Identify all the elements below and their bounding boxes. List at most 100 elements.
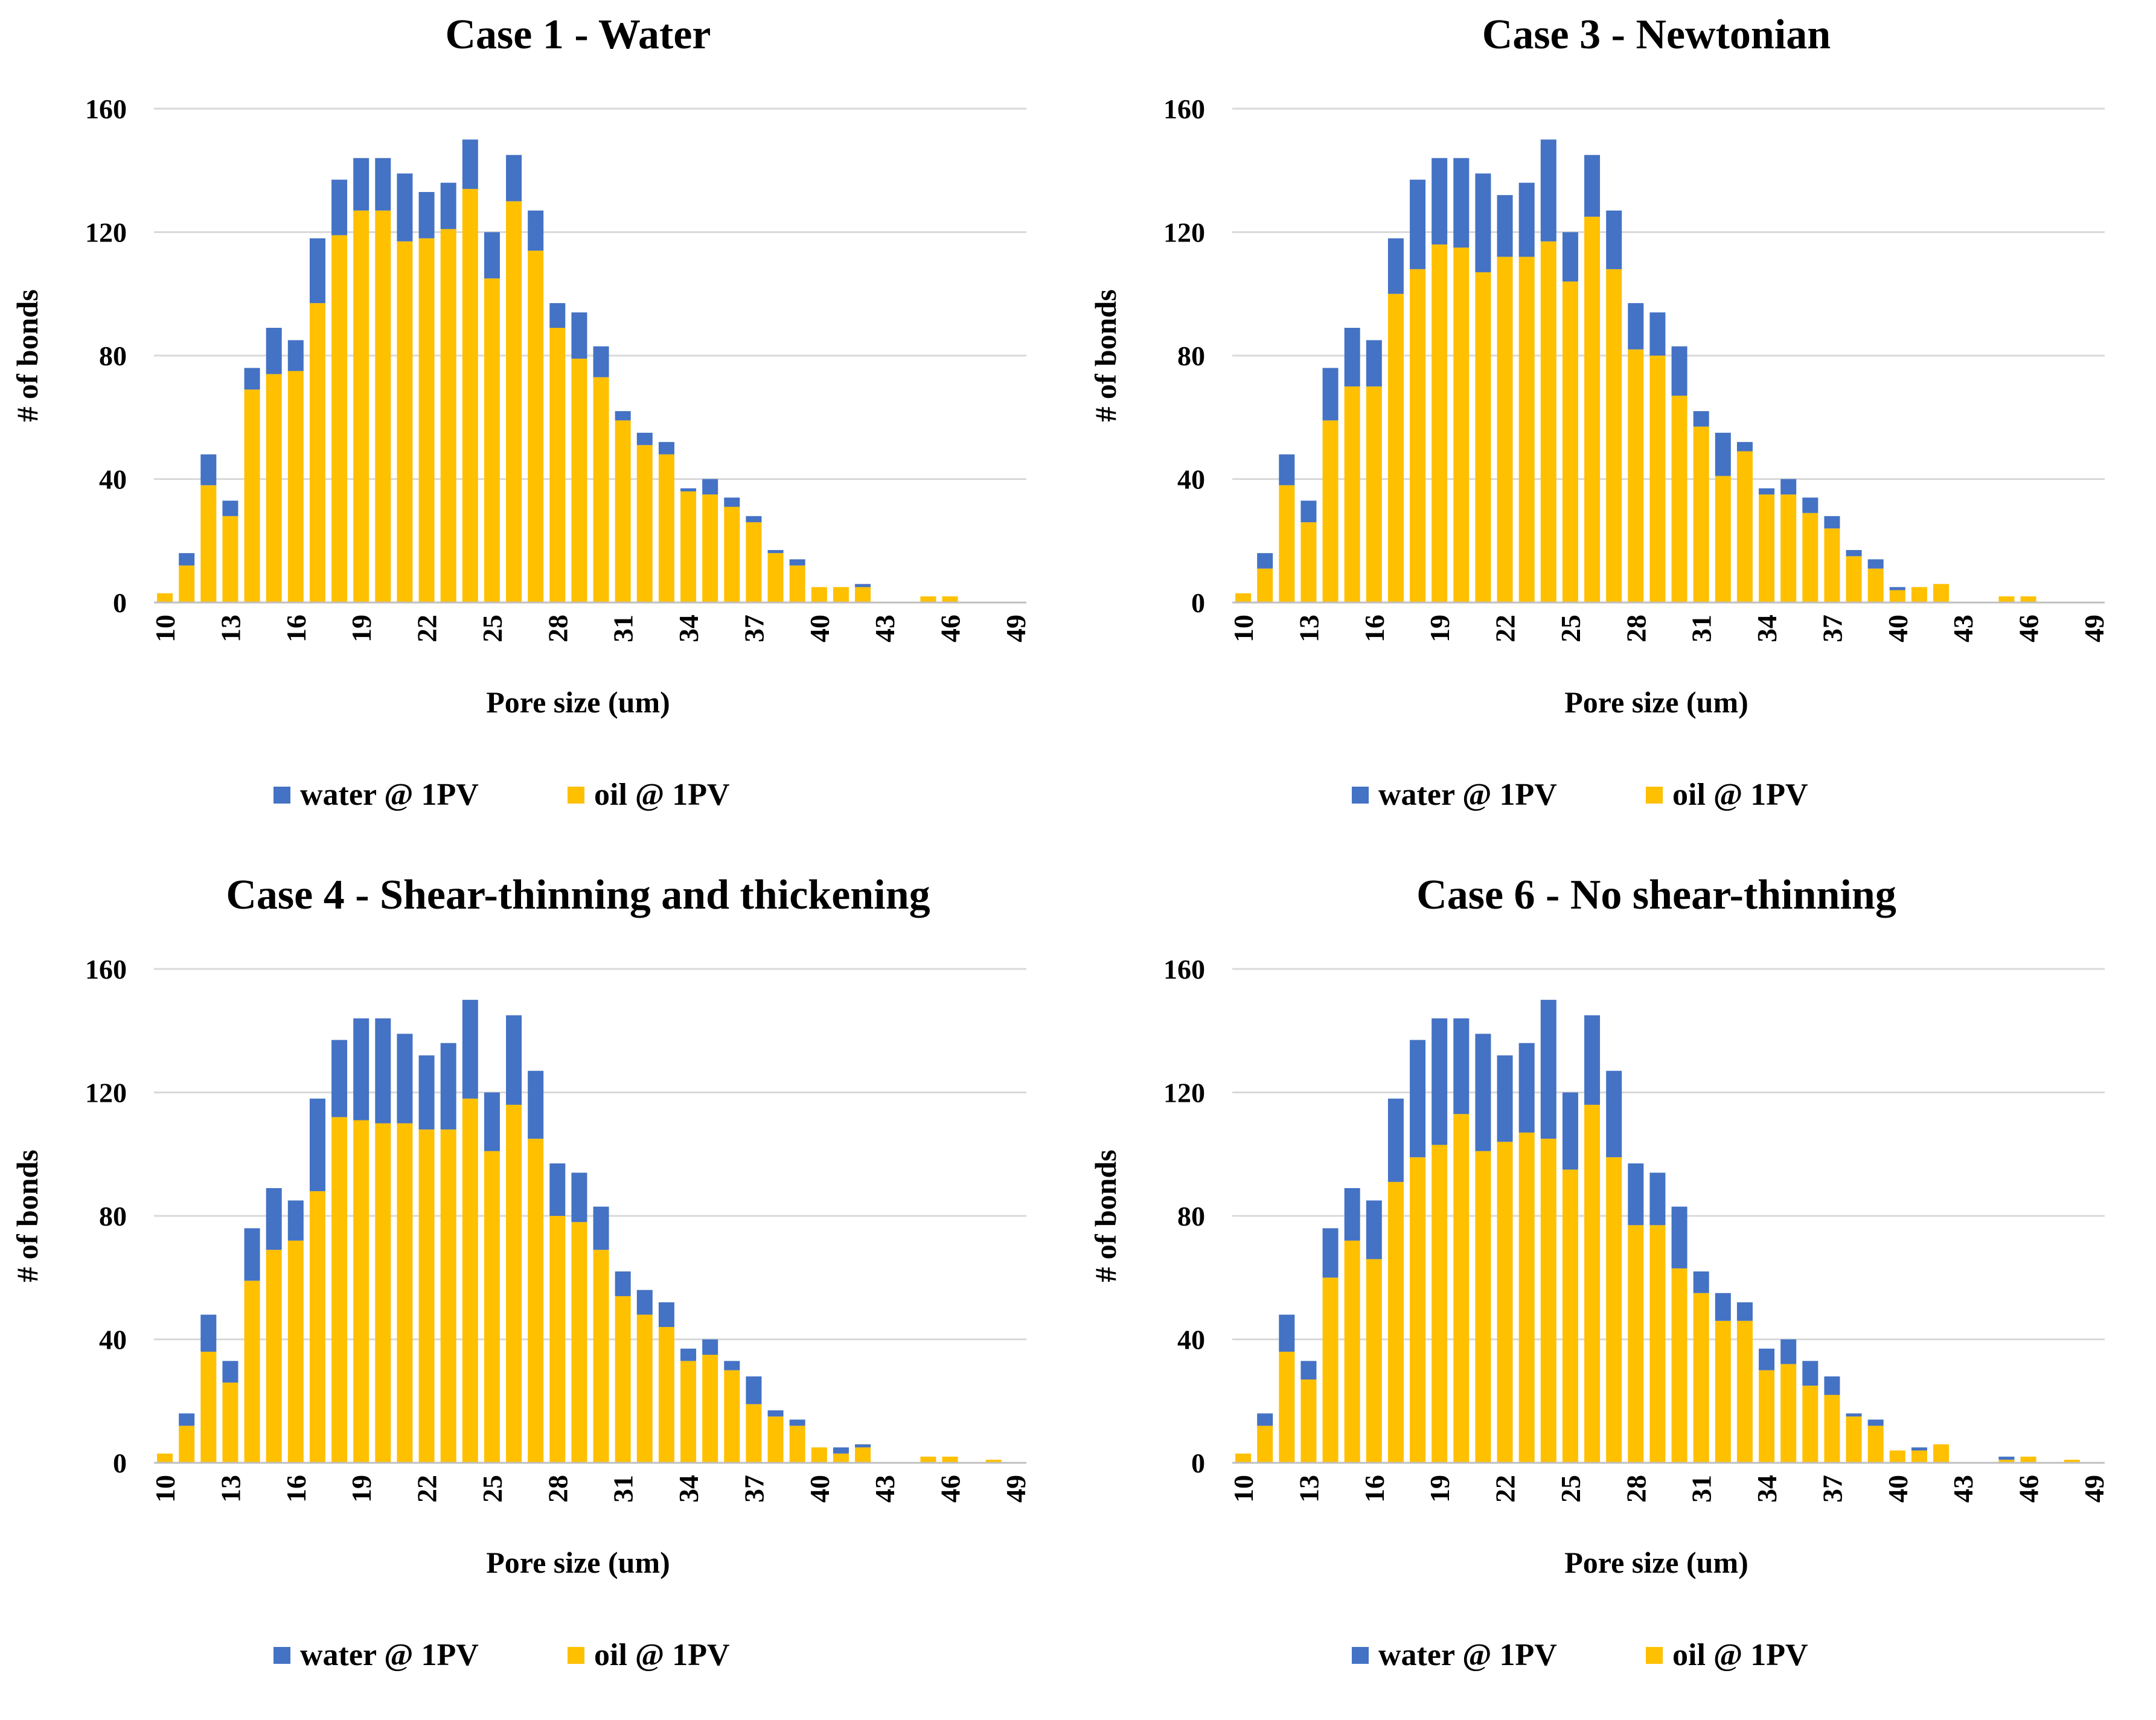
bar-oil-32: [636, 445, 653, 603]
bar-oil-22: [1497, 257, 1513, 603]
bar-oil-38: [767, 553, 784, 603]
bar-water-25: [1562, 232, 1578, 282]
bar-water-14: [244, 368, 260, 390]
y-tick-label: 120: [85, 1078, 127, 1108]
bar-oil-12: [1279, 485, 1295, 603]
legend-water-label: water @ 1PV: [300, 778, 479, 812]
bar-water-33: [658, 442, 674, 455]
bar-water-24: [462, 139, 478, 189]
x-tick-label: 43: [869, 1475, 900, 1503]
bar-water-35: [702, 1339, 718, 1355]
bar-oil-29: [1649, 1225, 1666, 1463]
bar-water-30: [1671, 1206, 1687, 1268]
bar-oil-45: [1998, 596, 2015, 603]
bar-oil-12: [200, 1351, 217, 1463]
x-tick-label: 22: [412, 1475, 443, 1503]
bar-oil-13: [1300, 522, 1317, 603]
x-tick-label: 49: [2079, 615, 2110, 642]
bar-oil-13: [1300, 1379, 1317, 1463]
y-tick-label: 120: [85, 217, 127, 248]
bar-water-25: [484, 1092, 500, 1151]
bar-water-13: [1300, 1361, 1317, 1380]
bar-water-19: [1431, 1018, 1448, 1145]
bar-water-16: [287, 1200, 304, 1241]
x-axis-label: Pore size (um): [486, 1546, 670, 1579]
x-tick-label: 37: [1817, 615, 1847, 642]
chart-case-6: Case 6 - No shear-thinning 0 40 80 120 160 10 1…: [1078, 860, 2156, 1720]
bar-water-16: [1366, 1200, 1382, 1259]
bar-water-26: [506, 1015, 522, 1105]
bar-oil-16: [1366, 1259, 1382, 1463]
bar-water-17: [1387, 238, 1404, 294]
bar-oil-40: [1889, 1450, 1905, 1463]
bar-oil-27: [1606, 269, 1622, 603]
bar-oil-35: [1780, 494, 1797, 603]
x-tick-label: 40: [1883, 1475, 1913, 1503]
bar-water-13: [222, 1361, 238, 1383]
bar-water-37: [746, 1376, 762, 1404]
bar-oil-42: [1933, 1444, 1950, 1463]
bar-water-28: [1628, 303, 1644, 350]
x-tick-label: 22: [1490, 1475, 1521, 1503]
bar-water-22: [418, 1055, 435, 1130]
bar-water-32: [1715, 1293, 1731, 1321]
bar-oil-22: [1497, 1142, 1513, 1463]
chart-case-3: Case 3 - Newtonian 0 40 80 120 160 10 13 16 19 22 2…: [1078, 0, 2156, 860]
x-tick-label: 16: [281, 615, 312, 642]
bar-water-21: [1475, 1034, 1491, 1151]
y-tick-label: 160: [85, 954, 127, 985]
x-tick-label: 22: [1490, 615, 1521, 642]
bar-water-36: [724, 497, 740, 507]
bar-water-27: [528, 1070, 544, 1139]
bar-water-27: [528, 210, 544, 251]
bar-oil-28: [549, 327, 566, 603]
bar-water-33: [1736, 442, 1753, 452]
bar-water-31: [1693, 411, 1709, 427]
y-tick-label: 0: [1191, 587, 1205, 618]
y-tick-label: 0: [113, 1448, 127, 1479]
bar-oil-15: [266, 1250, 282, 1463]
bar-oil-29: [571, 1222, 587, 1463]
bar-water-12: [1279, 454, 1295, 485]
y-tick-label: 120: [1163, 217, 1205, 248]
chart-title: Case 3 - Newtonian: [1482, 11, 1831, 58]
bar-oil-28: [1628, 349, 1644, 603]
bar-water-29: [571, 312, 587, 359]
chart-case-4: Case 4 - Shear-thinning and thickening 0 4…: [0, 860, 1078, 1720]
bar-water-12: [1279, 1314, 1295, 1352]
bar-oil-20: [375, 210, 391, 603]
bar-water-31: [615, 1271, 631, 1296]
bar-water-19: [353, 158, 369, 211]
bar-oil-33: [1736, 1320, 1753, 1463]
bar-oil-42: [855, 1447, 871, 1463]
bar-oil-15: [1344, 386, 1360, 603]
x-tick-label: 37: [738, 615, 769, 642]
bar-water-25: [1562, 1092, 1578, 1170]
bar-oil-17: [1387, 293, 1404, 603]
bar-water-24: [1540, 1000, 1556, 1139]
bar-oil-25: [484, 278, 500, 603]
bar-oil-10: [1235, 1453, 1252, 1463]
x-tick-label: 19: [346, 1475, 377, 1503]
legend-oil-swatch: [1646, 1647, 1663, 1664]
bar-water-11: [179, 1413, 195, 1426]
bar-oil-25: [1562, 281, 1578, 603]
x-tick-label: 28: [1620, 1475, 1651, 1503]
x-tick-label: 49: [1000, 1475, 1031, 1503]
bar-water-11: [1257, 553, 1273, 569]
bar-water-45: [1998, 1456, 2015, 1460]
bar-oil-13: [222, 1383, 238, 1463]
legend-oil-swatch: [1646, 787, 1663, 804]
bar-water-23: [1518, 182, 1535, 257]
bar-oil-36: [1802, 1386, 1819, 1463]
bar-oil-20: [375, 1123, 391, 1463]
chart-title: Case 1 - Water: [446, 11, 711, 58]
bar-water-15: [1344, 327, 1360, 387]
bar-water-15: [1344, 1188, 1360, 1241]
bar-oil-29: [571, 359, 587, 603]
y-tick-label: 80: [1177, 340, 1205, 371]
bar-oil-14: [1322, 420, 1339, 603]
chart-svg: Case 6 - No shear-thinning 0 40 80 120 160 10 1…: [1089, 872, 2110, 1672]
bar-water-15: [266, 327, 282, 374]
bar-oil-28: [1628, 1225, 1644, 1463]
